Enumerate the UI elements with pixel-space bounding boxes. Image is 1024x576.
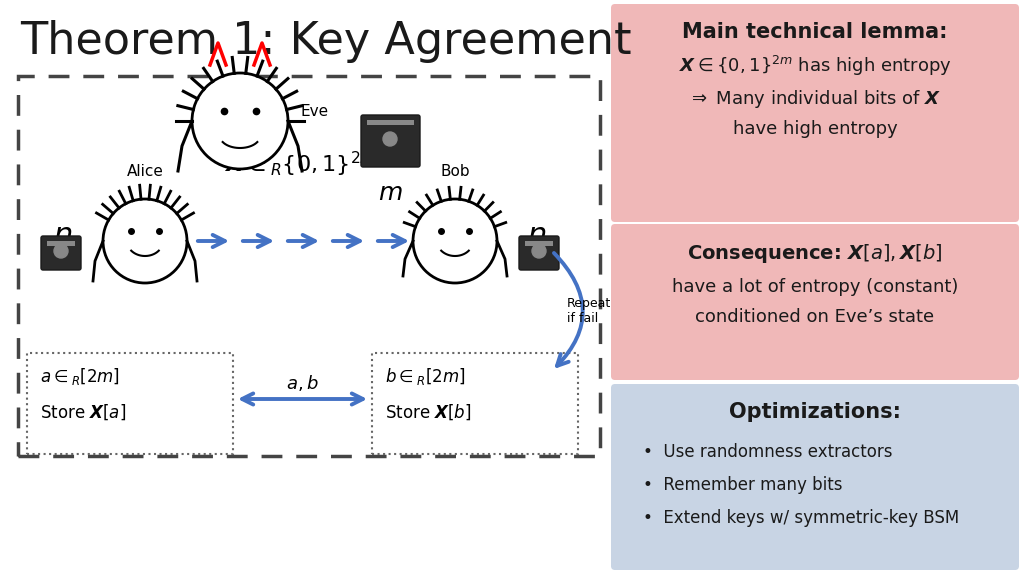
Text: conditioned on Eve’s state: conditioned on Eve’s state	[695, 308, 935, 326]
Circle shape	[103, 199, 187, 283]
FancyBboxPatch shape	[367, 120, 414, 125]
FancyBboxPatch shape	[18, 76, 600, 456]
FancyBboxPatch shape	[525, 241, 553, 246]
FancyBboxPatch shape	[611, 4, 1019, 222]
Text: $n$: $n$	[53, 222, 73, 251]
Text: •  Extend keys w/ symmetric-key BSM: • Extend keys w/ symmetric-key BSM	[643, 509, 959, 527]
Text: Theorem 1: Key Agreement: Theorem 1: Key Agreement	[20, 20, 632, 63]
Text: Store $\boldsymbol{X}[b]$: Store $\boldsymbol{X}[b]$	[385, 402, 471, 422]
Text: $\Rightarrow$ Many individual bits of $\boldsymbol{X}$: $\Rightarrow$ Many individual bits of $\…	[688, 88, 942, 110]
Text: Alice: Alice	[127, 164, 164, 179]
Text: $b \in_R [2m]$: $b \in_R [2m]$	[385, 366, 465, 387]
FancyBboxPatch shape	[27, 353, 233, 454]
Text: Main technical lemma:: Main technical lemma:	[682, 22, 948, 42]
Text: have a lot of entropy (constant): have a lot of entropy (constant)	[672, 278, 958, 296]
FancyBboxPatch shape	[611, 224, 1019, 380]
Text: •  Remember many bits: • Remember many bits	[643, 476, 843, 494]
Text: Consequence: $\boldsymbol{X}[a], \boldsymbol{X}[b]$: Consequence: $\boldsymbol{X}[a], \boldsy…	[687, 242, 943, 265]
Text: $\boldsymbol{X} \in_R \{0,1\}^{2m}$: $\boldsymbol{X} \in_R \{0,1\}^{2m}$	[224, 150, 376, 179]
Text: Store $\boldsymbol{X}[a]$: Store $\boldsymbol{X}[a]$	[40, 402, 126, 422]
Text: $m$: $m$	[378, 181, 402, 205]
Text: have high entropy: have high entropy	[732, 120, 897, 138]
FancyBboxPatch shape	[41, 236, 81, 270]
FancyBboxPatch shape	[47, 241, 75, 246]
Text: Bob: Bob	[440, 164, 470, 179]
Text: Repeat
if fail: Repeat if fail	[567, 297, 611, 325]
Text: $\boldsymbol{X} \in \{0,1\}^{2m}$ has high entropy: $\boldsymbol{X} \in \{0,1\}^{2m}$ has hi…	[679, 54, 951, 78]
Circle shape	[532, 244, 546, 258]
Circle shape	[413, 199, 497, 283]
Text: $n$: $n$	[527, 222, 547, 251]
Text: $a, b$: $a, b$	[286, 373, 318, 393]
Text: $a \in_R [2m]$: $a \in_R [2m]$	[40, 366, 120, 387]
Circle shape	[383, 132, 397, 146]
Text: Optimizations:: Optimizations:	[729, 402, 901, 422]
FancyBboxPatch shape	[519, 236, 559, 270]
FancyArrowPatch shape	[554, 253, 583, 366]
Text: •  Use randomness extractors: • Use randomness extractors	[643, 443, 893, 461]
Text: Eve: Eve	[300, 104, 328, 119]
Circle shape	[193, 73, 288, 169]
FancyBboxPatch shape	[372, 353, 578, 454]
Circle shape	[54, 244, 68, 258]
FancyBboxPatch shape	[361, 115, 420, 167]
FancyBboxPatch shape	[611, 384, 1019, 570]
